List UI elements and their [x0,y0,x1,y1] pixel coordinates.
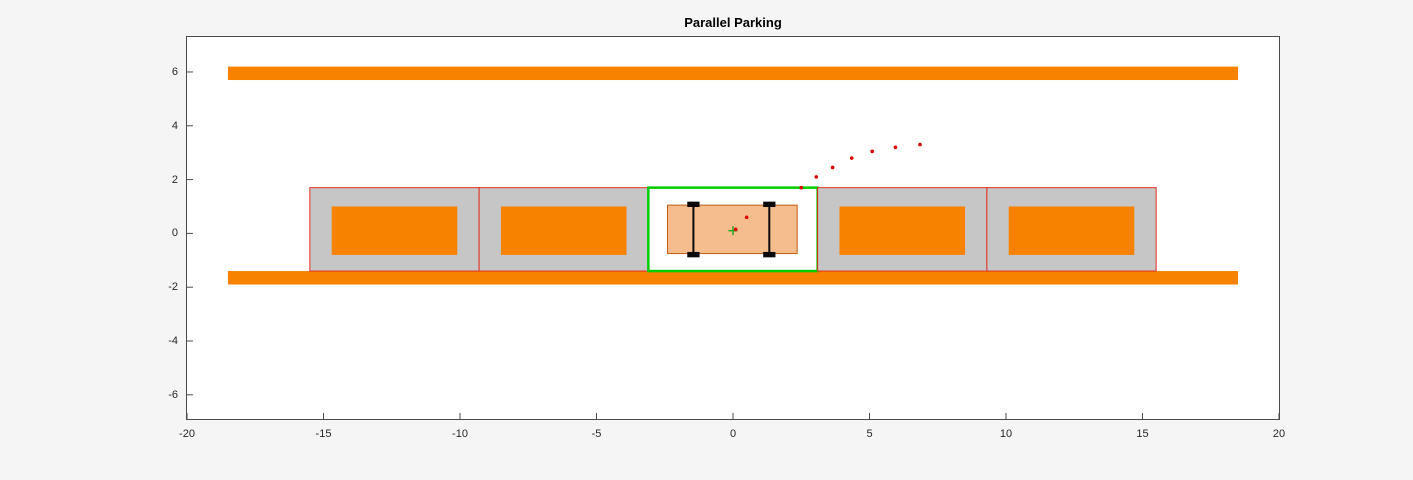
parked-car [331,206,458,255]
x-tick-label: -20 [179,428,195,440]
road-edge-bottom [227,271,1239,285]
y-tick-label: -4 [168,334,178,347]
trajectory-dot [870,149,875,154]
ego-wheel [687,201,700,208]
x-tick-label: 15 [1136,428,1149,440]
trajectory-dot [918,142,922,147]
ego-wheel [763,251,776,258]
trajectory-dot [830,165,835,170]
y-tick-label: 6 [171,65,178,78]
x-tick-label: -5 [591,428,602,440]
x-tick-label: 20 [1272,428,1286,440]
plot-area [186,36,1280,420]
x-tick-label: 10 [999,428,1013,440]
x-tick-label: -10 [452,428,468,440]
parked-car [839,206,966,255]
trajectory-dot [799,185,804,190]
x-tick-label: -15 [315,428,332,440]
plot-title: Parallel Parking [684,15,782,30]
plot-canvas [187,66,1279,419]
road-edge-top [227,66,1239,81]
ego-wheel [763,201,776,208]
x-tick-label: 0 [729,428,737,440]
y-tick-label: 2 [171,173,178,186]
y-tick-label: -6 [168,388,178,401]
ego-wheel [687,251,700,258]
trajectory-dot [893,145,898,150]
parked-car [500,206,627,255]
y-tick-label: -2 [168,281,178,294]
trajectory-dot [744,215,749,220]
y-tick-label: 4 [171,119,178,132]
trajectory-dot [733,227,738,232]
x-tick-label: 5 [866,428,873,440]
parked-car [1008,206,1135,255]
trajectory-dot [814,175,819,179]
trajectory-dot [849,156,854,160]
y-tick-label: 0 [171,227,178,240]
